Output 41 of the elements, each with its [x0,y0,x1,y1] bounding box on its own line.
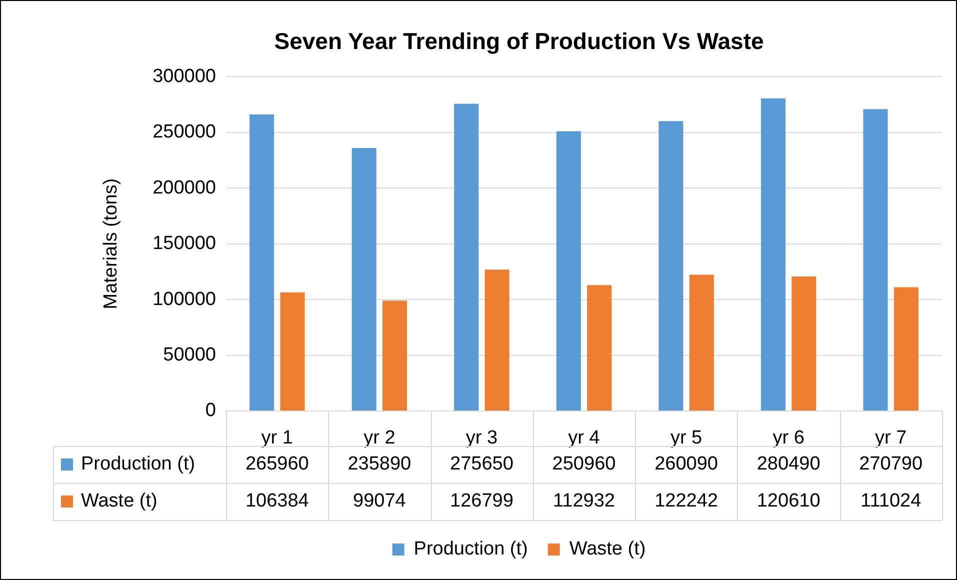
text: Waste (t) [81,490,158,512]
legend-label: Production (t) [81,454,196,475]
y-tick-label: 150000 [152,233,216,254]
bar [484,270,510,410]
bar [792,276,816,410]
bar [280,292,305,410]
data-label: 270790 [859,454,923,475]
data-label: 260090 [654,454,718,475]
bar [250,114,274,410]
bar [658,121,684,410]
data-label: 111024 [860,490,922,512]
y-tick-label: 100000 [152,288,216,310]
bar [894,287,918,410]
data-label: 106384 [245,490,310,512]
data-label: 275650 [450,454,514,475]
y-tick-label: 50000 [163,344,216,366]
data-label: 250960 [552,454,616,475]
bar [863,109,888,410]
bar [382,300,408,410]
y-tick-label: 0 [205,400,216,422]
data-label: 120610 [756,490,820,512]
y-axis-title: Materials (tons) [100,178,122,310]
legend-label: Waste (t) [569,538,646,560]
chart-title: Seven Year Trending of Production Vs Waste [274,28,764,54]
data-label: 112932 [553,490,615,512]
y-tick-label: 300000 [152,66,216,87]
bar [352,148,376,410]
data-label: 99074 [353,490,406,512]
bar [454,104,479,410]
y-tick-label: 200000 [152,177,216,198]
text: Production (t) [414,538,528,560]
data-label: 235890 [348,454,412,475]
data-label: 122242 [654,490,718,512]
y-tick-label: 250000 [152,122,216,143]
bar [556,131,581,410]
bar [760,98,786,410]
bar [587,285,612,410]
bar [689,274,714,410]
data-label: 126799 [450,490,514,512]
data-label: 265960 [245,454,309,475]
data-label: 280490 [756,454,820,475]
